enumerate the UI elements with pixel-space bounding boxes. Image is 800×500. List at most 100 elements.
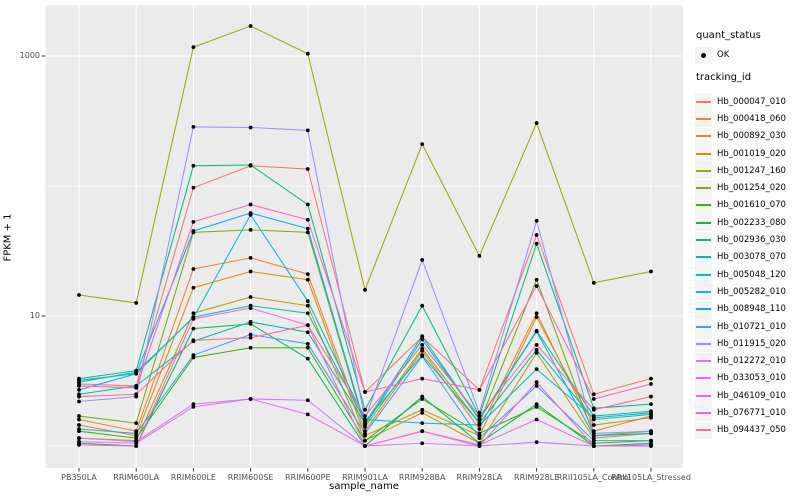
legend-key-line [695,318,712,335]
legend-item-label: Hb_002233_080 [717,217,786,228]
line-swatch-icon [696,100,711,103]
data-point [77,394,81,399]
legend-item-label: Hb_001247_160 [717,165,786,176]
line-swatch-icon [696,411,711,414]
data-point [534,417,539,422]
data-point [420,303,425,308]
data-point [534,121,539,125]
data-point [77,383,81,388]
data-point [420,376,425,381]
data-point [134,385,139,390]
data-point [420,337,425,342]
data-point [477,388,482,392]
data-point [363,287,367,292]
legend-item-label: Hb_094437_050 [717,425,786,436]
line-swatch-icon [696,290,711,293]
data-point [649,444,653,448]
legend-item-Hb_005282_010: Hb_005282_010 [695,283,786,301]
legend-item-Hb_002936_030: Hb_002936_030 [695,231,786,249]
data-point [534,351,539,355]
point-marker-icon [701,52,706,58]
legend-item-label: Hb_011915_020 [717,338,786,349]
data-point [191,402,196,407]
data-point [591,280,596,285]
data-point [77,417,81,422]
data-point [77,293,81,297]
data-point [134,436,139,441]
data-point [248,269,253,274]
data-point [191,338,196,343]
legend-item-Hb_011915_020: Hb_011915_020 [695,335,786,353]
data-point [248,332,253,337]
data-point [363,417,367,422]
data-point [420,429,425,434]
data-point [134,421,139,426]
legend-key-line [695,196,712,214]
data-point [77,436,81,441]
legend-item-Hb_033053_010: Hb_033053_010 [695,369,786,387]
data-point [134,444,139,448]
data-point [248,345,253,350]
legend-item-label: Hb_008948_110 [717,304,786,315]
data-point [420,394,425,399]
data-point [305,51,310,56]
data-point [305,277,310,282]
data-point [305,167,310,171]
legend-title-quant-status: quant_status [696,30,761,41]
data-point [248,255,253,260]
data-point [591,431,596,436]
data-point [77,427,81,431]
data-point [305,412,310,417]
data-point [248,335,253,340]
legend-item-Hb_046109_010: Hb_046109_010 [695,387,786,405]
legend-item-Hb_001247_160: Hb_001247_160 [695,162,786,180]
line-swatch-icon [696,256,711,259]
data-point [248,320,253,324]
data-point [649,376,653,381]
x-axis-tick-labels: PB350LA RRIM600LA RRIM600LE RRIM600SE RRIM60… [0,473,800,485]
data-point [191,326,196,331]
y-axis-title: FPKM + 1 [2,213,14,262]
legend-item-Hb_012272_010: Hb_012272_010 [695,352,786,370]
data-point [534,440,539,445]
data-point [191,311,196,316]
data-point [477,410,482,415]
data-point [248,295,253,299]
data-point [305,330,310,335]
legend-item-label: Hb_001254_020 [717,183,786,194]
x-tick-label: RRIM901LA [342,473,388,482]
data-point [305,342,310,346]
legend-item-Hb_001254_020: Hb_001254_020 [695,179,786,197]
data-point [191,163,196,168]
data-point [305,226,310,231]
data-point [649,382,653,386]
legend-item-label: Hb_005282_010 [717,286,786,297]
data-point [305,217,310,222]
data-point [363,438,367,443]
x-tick-label: RRIM600SE [227,473,274,482]
legend-item-Hb_005048_120: Hb_005048_120 [695,266,786,284]
line-swatch-icon [696,394,711,397]
data-point [305,202,310,207]
data-point [134,371,139,376]
data-point [591,415,596,420]
data-point [534,241,539,246]
data-point [248,397,253,401]
legend-item-Hb_003078_070: Hb_003078_070 [695,248,786,266]
data-point [77,442,81,447]
data-point [77,439,81,444]
data-point [420,407,425,412]
data-point [305,345,310,350]
line-swatch-icon [696,135,711,138]
legend-item-ok: OK [695,46,795,64]
data-point [191,267,196,271]
y-tick-label-10: 10 [29,311,40,320]
data-point [591,407,596,412]
legend-key-line [695,214,712,232]
legend-item-Hb_001610_070: Hb_001610_070 [695,196,786,214]
data-point [534,404,539,409]
data-point [591,444,596,448]
data-point [534,402,539,407]
data-point [305,230,310,235]
